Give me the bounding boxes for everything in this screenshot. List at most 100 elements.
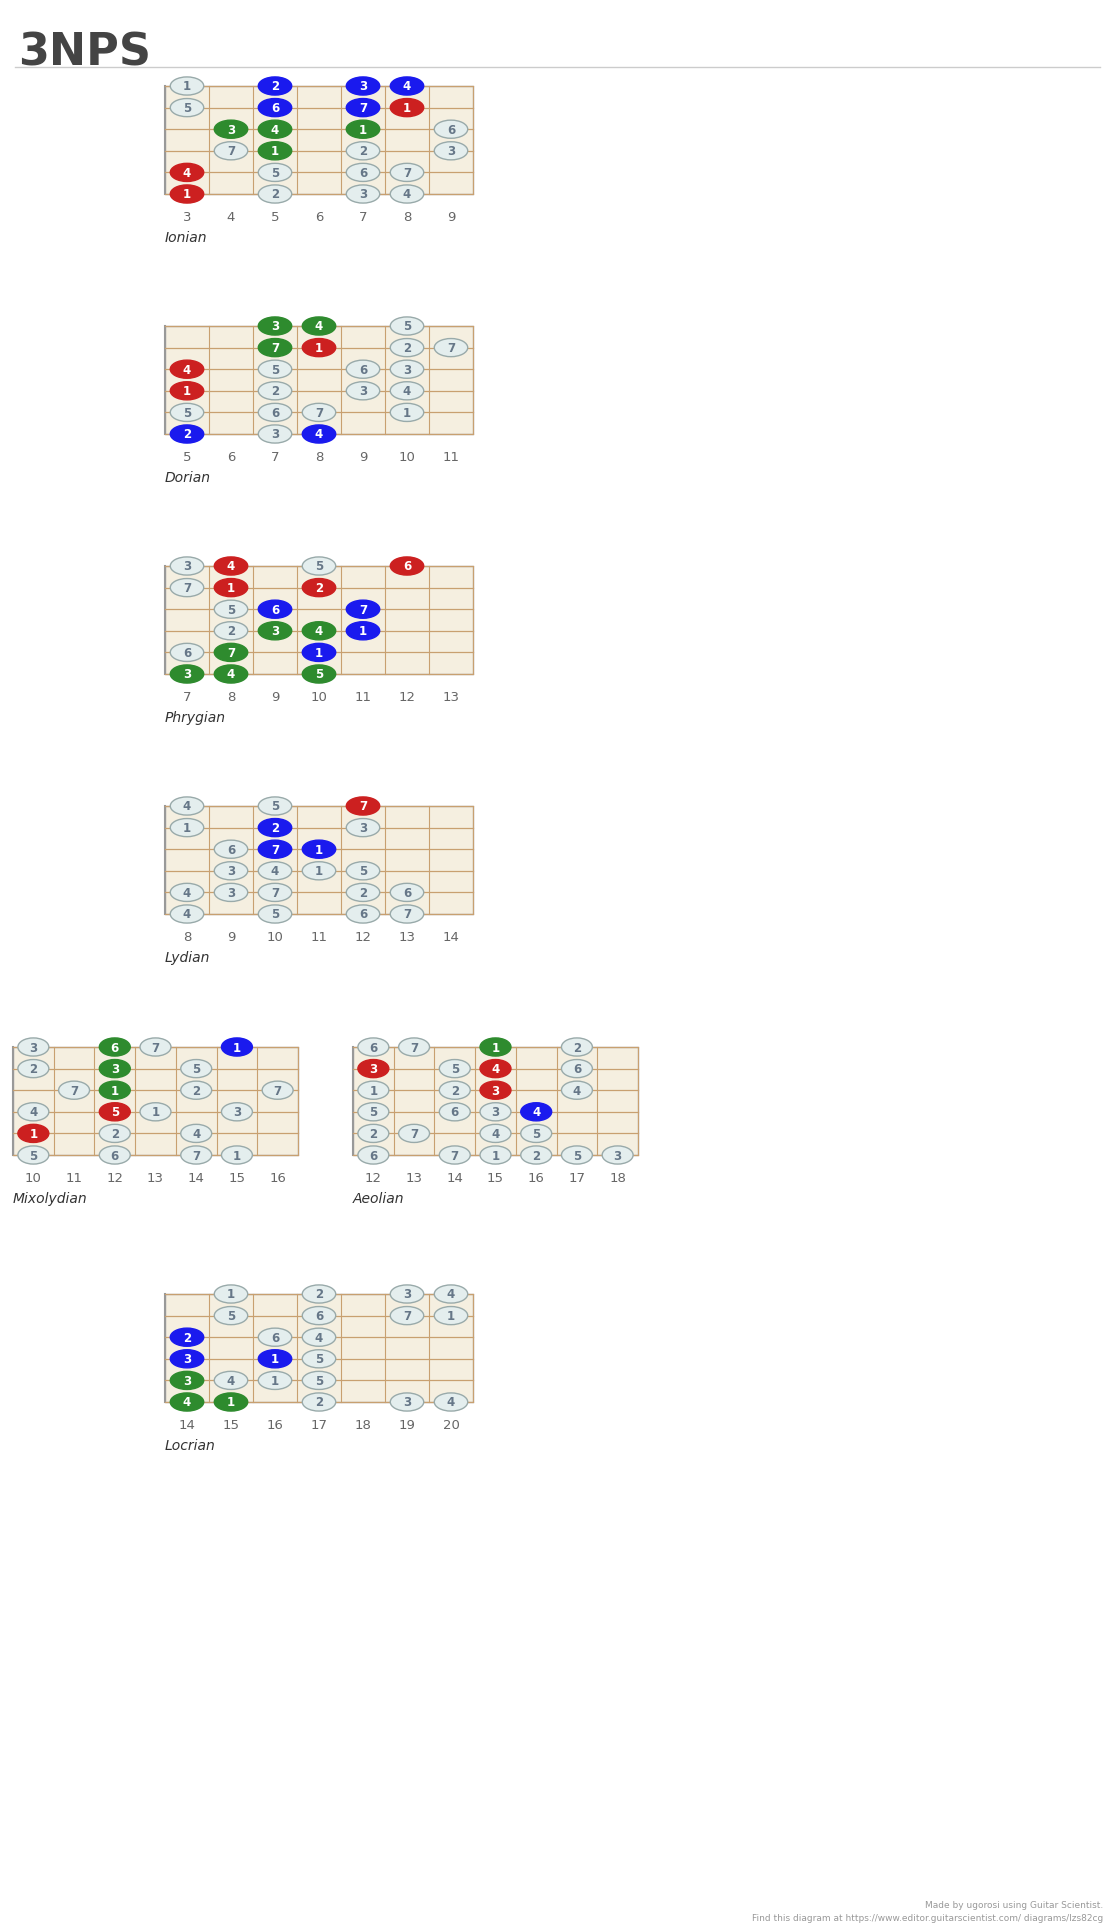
Text: 6: 6 — [183, 647, 191, 659]
Text: 4: 4 — [403, 81, 411, 93]
Ellipse shape — [140, 1037, 171, 1057]
Text: 5: 5 — [403, 321, 411, 334]
Text: 5: 5 — [314, 668, 323, 682]
Ellipse shape — [214, 1285, 248, 1304]
Text: 1: 1 — [369, 1084, 377, 1097]
Text: 15: 15 — [487, 1171, 504, 1184]
Text: 3: 3 — [613, 1150, 622, 1161]
Text: 2: 2 — [183, 429, 191, 440]
Text: 5: 5 — [183, 450, 192, 464]
Text: 6: 6 — [110, 1150, 119, 1161]
Ellipse shape — [171, 1350, 204, 1368]
Ellipse shape — [171, 425, 204, 444]
Ellipse shape — [347, 122, 380, 139]
Ellipse shape — [222, 1103, 252, 1121]
Text: 5: 5 — [450, 1063, 459, 1076]
Ellipse shape — [358, 1103, 389, 1121]
Ellipse shape — [214, 840, 248, 860]
Bar — [165, 806, 473, 914]
Ellipse shape — [481, 1103, 511, 1121]
Ellipse shape — [259, 317, 292, 336]
Ellipse shape — [358, 1037, 389, 1057]
Ellipse shape — [347, 99, 380, 118]
Ellipse shape — [214, 558, 248, 576]
Text: 5: 5 — [314, 560, 323, 574]
Text: 3: 3 — [271, 321, 279, 334]
Text: 4: 4 — [573, 1084, 581, 1097]
Ellipse shape — [259, 1329, 292, 1347]
Text: 4: 4 — [183, 800, 191, 813]
Ellipse shape — [390, 906, 424, 923]
Ellipse shape — [390, 361, 424, 379]
Text: 5: 5 — [573, 1150, 581, 1161]
Text: 4: 4 — [314, 429, 323, 440]
Text: Made by ugorosi using Guitar Scientist.
Find this diagram at https://www.editor.: Made by ugorosi using Guitar Scientist. … — [752, 1901, 1103, 1922]
Ellipse shape — [390, 404, 424, 423]
Ellipse shape — [99, 1146, 130, 1165]
Text: 5: 5 — [29, 1150, 38, 1161]
Text: 7: 7 — [227, 145, 235, 158]
Ellipse shape — [222, 1146, 252, 1165]
Text: 13: 13 — [406, 1171, 423, 1184]
Text: 4: 4 — [226, 1374, 235, 1387]
Text: 2: 2 — [369, 1126, 377, 1140]
Ellipse shape — [214, 643, 248, 663]
Ellipse shape — [434, 1393, 467, 1412]
Text: 9: 9 — [359, 450, 367, 464]
Text: 5: 5 — [226, 1310, 235, 1321]
Ellipse shape — [439, 1061, 471, 1078]
Text: 3: 3 — [369, 1063, 377, 1076]
Ellipse shape — [347, 798, 380, 815]
Text: 5: 5 — [226, 603, 235, 616]
Ellipse shape — [302, 1285, 336, 1304]
Text: 4: 4 — [403, 189, 411, 201]
Text: 7: 7 — [359, 211, 367, 224]
Text: 17: 17 — [569, 1171, 585, 1184]
Ellipse shape — [347, 819, 380, 837]
Bar — [353, 1047, 638, 1155]
Text: 5: 5 — [183, 102, 191, 116]
Ellipse shape — [171, 404, 204, 423]
Text: 7: 7 — [273, 1084, 282, 1097]
Text: 12: 12 — [355, 931, 371, 943]
Ellipse shape — [181, 1146, 212, 1165]
Text: 4: 4 — [271, 866, 279, 877]
Text: 4: 4 — [492, 1126, 500, 1140]
Text: 1: 1 — [314, 647, 323, 659]
Ellipse shape — [259, 1350, 292, 1368]
Ellipse shape — [439, 1103, 471, 1121]
Text: 8: 8 — [183, 931, 191, 943]
Text: 3: 3 — [492, 1105, 500, 1119]
Bar — [165, 1294, 473, 1403]
Ellipse shape — [259, 340, 292, 357]
Ellipse shape — [171, 643, 204, 663]
Ellipse shape — [259, 862, 292, 881]
Text: 1: 1 — [492, 1041, 500, 1055]
Ellipse shape — [434, 143, 467, 160]
Ellipse shape — [390, 558, 424, 576]
Ellipse shape — [562, 1082, 592, 1099]
Text: 7: 7 — [183, 582, 191, 595]
Ellipse shape — [302, 862, 336, 881]
Text: 1: 1 — [314, 342, 323, 355]
Ellipse shape — [347, 601, 380, 618]
Text: 9: 9 — [271, 690, 279, 703]
Ellipse shape — [171, 798, 204, 815]
Text: 4: 4 — [183, 363, 191, 377]
Ellipse shape — [347, 164, 380, 182]
Ellipse shape — [18, 1103, 49, 1121]
Text: 2: 2 — [573, 1041, 581, 1055]
Text: 6: 6 — [110, 1041, 119, 1055]
Ellipse shape — [171, 77, 204, 97]
Ellipse shape — [214, 622, 248, 641]
Text: 18: 18 — [609, 1171, 627, 1184]
Text: 3: 3 — [359, 189, 367, 201]
Ellipse shape — [358, 1061, 389, 1078]
Ellipse shape — [259, 798, 292, 815]
Text: 2: 2 — [314, 1289, 323, 1300]
Text: 5: 5 — [359, 866, 367, 877]
Text: 11: 11 — [355, 690, 371, 703]
Text: 7: 7 — [359, 800, 367, 813]
Text: 7: 7 — [227, 647, 235, 659]
Text: 4: 4 — [314, 624, 323, 638]
